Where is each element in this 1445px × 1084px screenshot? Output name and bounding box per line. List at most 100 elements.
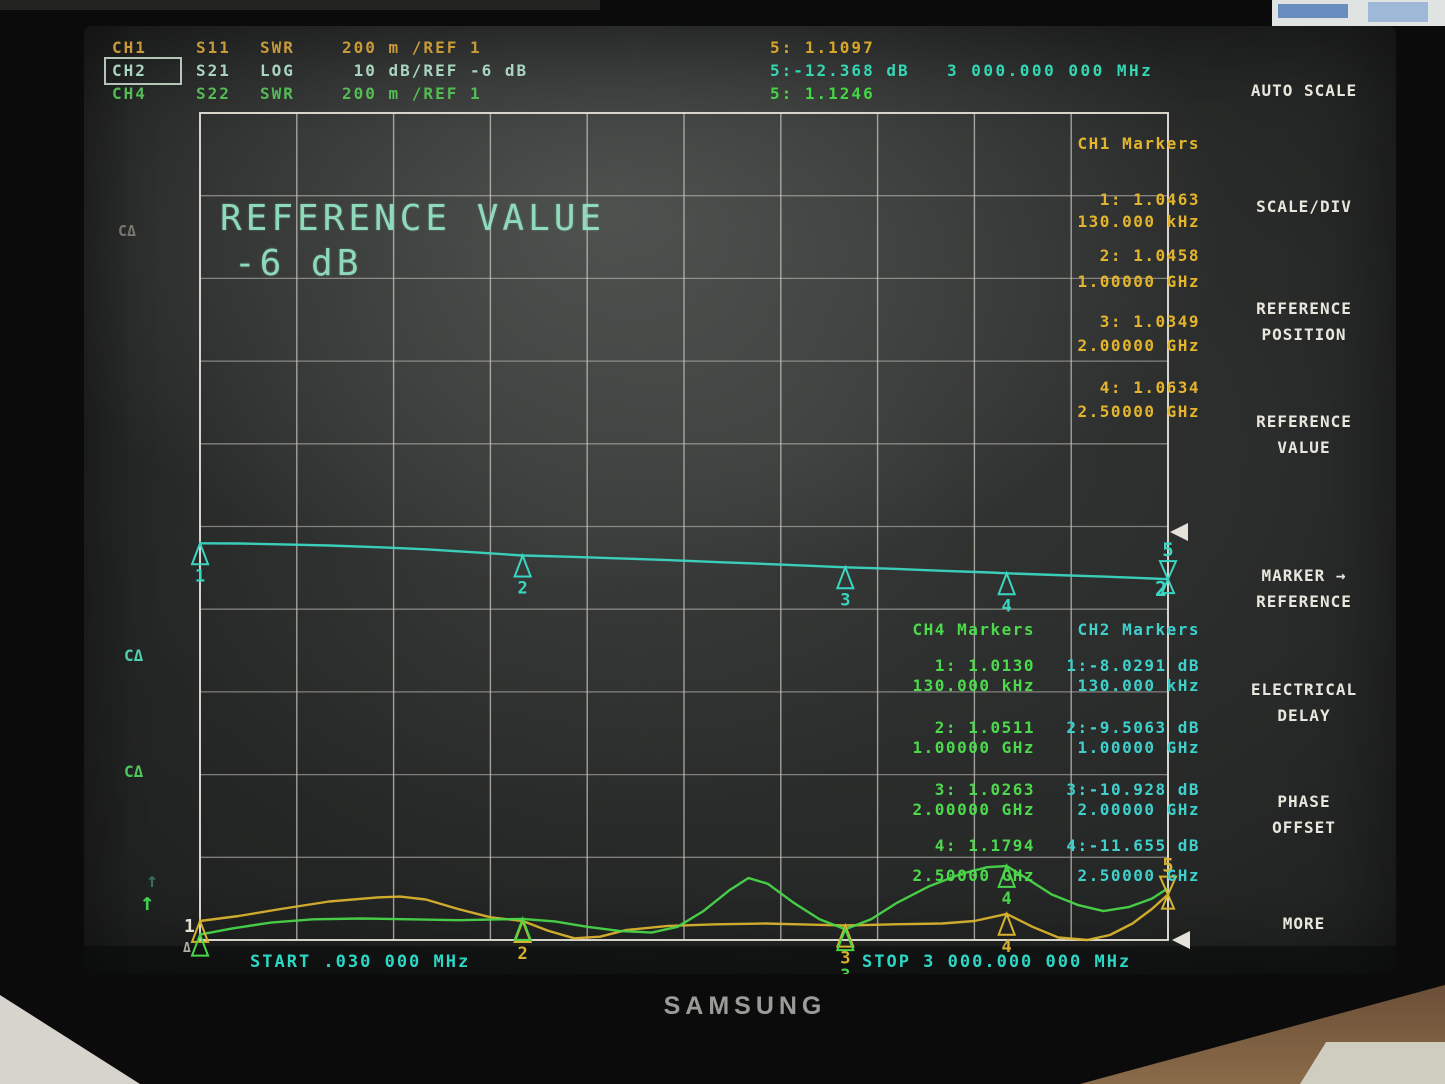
marker-entry: 1: 1.0463 (1099, 190, 1200, 209)
svg-text:3: 3 (840, 590, 850, 610)
chart-decorations: 1 Δ 2 (183, 523, 1190, 956)
marker-entry: 2.00000 GHz (912, 800, 1035, 819)
marker-entry: 2.00000 GHz (1077, 800, 1200, 819)
marker-entry: 130.000 kHz (1077, 212, 1200, 231)
marker-ch4-m (190, 931, 210, 957)
status-format: SWR (260, 84, 295, 103)
svg-text:2: 2 (1155, 577, 1167, 601)
marker-ch2-2: 2 (513, 552, 533, 598)
bezel-sticker (1272, 0, 1445, 26)
marker-entry: 2: 1.0458 (1099, 246, 1200, 265)
softkey-electrical-delay[interactable]: ELECTRICAL DELAY (1250, 680, 1358, 725)
trace-ch4 (199, 864, 1169, 936)
marker-entry: 2.50000 GHz (1077, 866, 1200, 885)
svg-text:5: 5 (1162, 539, 1173, 561)
status-sparam: S21 (196, 61, 231, 80)
softkey-scale-div[interactable]: SCALE/DIV (1256, 197, 1352, 216)
softkey-auto-scale[interactable]: AUTO SCALE (1250, 81, 1358, 100)
marker-ch2-4: 4 (997, 570, 1017, 616)
swr-reference-position-pointer (1172, 931, 1190, 949)
marker-entry: 3: 1.0263 (934, 780, 1035, 799)
overlay-line1: REFERENCE VALUE (220, 198, 606, 239)
marker-entry: 2.50000 GHz (912, 866, 1035, 885)
status-format: SWR (260, 38, 295, 57)
analyzer-screen: 1 2 3 4 5 2 3 4 5 3 4 1 Δ 2 CH1 S11 SWR 200 m /REF 1 5: 1… (84, 26, 1396, 974)
marker-ch1-5: 5 (1158, 855, 1178, 910)
reference-value-overlay: REFERENCE VALUE -6 dB (220, 198, 605, 284)
svg-text:4: 4 (1002, 889, 1012, 909)
marker-entry: 1.00000 GHz (912, 738, 1035, 757)
svg-text:Δ: Δ (183, 941, 191, 956)
overlay-line2: -6 dB (234, 243, 363, 284)
desk-surface-left (0, 995, 140, 1084)
marker-entry: 130.000 kHz (1077, 676, 1200, 695)
marker-ch2-3: 3 (835, 564, 855, 610)
softkey-reference-value[interactable]: REFERENCE VALUE (1256, 412, 1352, 457)
marker-table-title: CH1 Markers (1077, 134, 1200, 153)
svg-text:1: 1 (184, 916, 195, 937)
status-readout: 5: 1.1097 (770, 38, 875, 57)
svg-text:1: 1 (195, 566, 205, 586)
correction-indicator: CΔ (124, 762, 144, 781)
marker-entry: 1.00000 GHz (1077, 738, 1200, 757)
marker-entry: 2: 1.0511 (934, 718, 1035, 737)
marker-entry: 4: 1.0634 (1099, 378, 1200, 397)
svg-text:3: 3 (840, 949, 850, 969)
svg-text:4: 4 (1002, 596, 1012, 616)
status-sparam: S22 (196, 84, 231, 103)
marker-glyphs: 1 2 3 4 5 2 3 4 5 3 4 (190, 539, 1178, 974)
svg-text:2: 2 (518, 944, 528, 964)
bottom-band (84, 946, 1396, 974)
svg-text:4: 4 (1002, 937, 1012, 957)
status-sparam: S11 (196, 38, 231, 57)
marker-ch2-1: 1 (190, 540, 210, 586)
stimulus-frequency-readout: 3 000.000 000 MHz (947, 61, 1154, 80)
svg-text:5: 5 (1162, 855, 1173, 877)
marker-ch1-m (190, 918, 210, 943)
trace-ch1 (199, 893, 1169, 942)
sticker-mark (1368, 2, 1428, 22)
correction-indicator: CΔ (124, 646, 144, 665)
marker-entry: 4: 1.1794 (934, 836, 1035, 855)
marker-table-title: CH2 Markers (1077, 620, 1200, 639)
monitor-brand-logo: SAMSUNG (663, 992, 827, 1020)
status-row-ch1: CH1 S11 SWR 200 m /REF 1 5: 1.1097 (84, 38, 1284, 60)
marker-entry: 2:-9.5063 dB (1066, 718, 1200, 737)
softkey-reference-position[interactable]: REFERENCE POSITION (1256, 299, 1352, 344)
trace-ch2 (199, 542, 1169, 581)
marker-ch4-4: 4 (997, 863, 1017, 909)
marker-ch1-4: 4 (997, 910, 1017, 957)
marker-ch1-2: 2 (513, 918, 533, 964)
marker-ch2-5: 5 (1158, 539, 1178, 595)
marker-ch4-m (513, 916, 533, 941)
correction-indicator: CΔ (118, 222, 137, 240)
svg-text:3: 3 (840, 966, 850, 974)
ref-offscreen-arrow-indicator: ↑ (140, 888, 155, 916)
status-scale: 200 m /REF 1 (342, 38, 482, 57)
status-row-ch4: CH4 S22 SWR 200 m /REF 1 5: 1.1246 (84, 84, 1284, 106)
marker-entry: 1:-8.0291 dB (1066, 656, 1200, 675)
marker-entry: 2.00000 GHz (1077, 336, 1200, 355)
status-readout: 5: 1.1246 (770, 84, 875, 103)
status-channel: CH2 (112, 61, 147, 80)
marker-entry: 4:-11.655 dB (1066, 836, 1200, 855)
status-channel: CH4 (112, 84, 147, 103)
desk-paper (1300, 1042, 1445, 1084)
active-channel-box (104, 57, 182, 85)
marker-ch4-3: 3 (835, 926, 855, 974)
marker-entry: 1: 1.0130 (934, 656, 1035, 675)
status-format: LOG (260, 61, 295, 80)
marker-ch1-3: 3 (835, 922, 855, 969)
sweep-start-label: START .030 000 MHz (250, 952, 471, 972)
svg-text:2: 2 (518, 578, 528, 598)
softkey-phase-offset[interactable]: PHASE OFFSET (1272, 792, 1336, 837)
status-scale: 200 m /REF 1 (342, 84, 482, 103)
status-row-ch2: CH2 S21 LOG 10 dB/REF -6 dB 5:-12.368 dB (84, 61, 1284, 83)
status-channel: CH1 (112, 38, 147, 57)
ch2-reference-position-pointer (1170, 523, 1188, 541)
softkey-more[interactable]: MORE (1282, 914, 1326, 933)
status-scale: 10 dB/REF -6 dB (342, 61, 529, 80)
softkey-marker-reference[interactable]: MARKER → REFERENCE (1256, 566, 1352, 611)
graticule (199, 112, 1169, 941)
